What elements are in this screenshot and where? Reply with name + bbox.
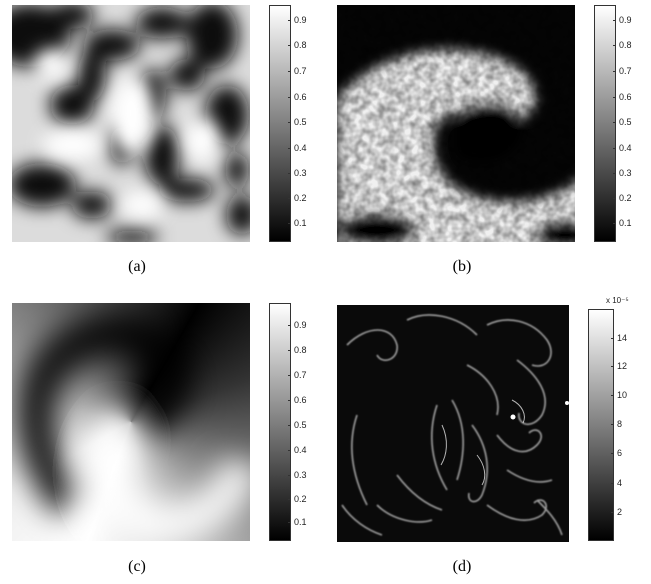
tick-label: 2: [617, 507, 623, 517]
tick-label: 0.2: [294, 494, 307, 504]
tick-label: 4: [617, 478, 623, 488]
tick-label: 0.4: [294, 143, 307, 153]
caption-d: (d): [452, 558, 472, 575]
tick-label: 0.2: [294, 193, 307, 203]
tick-label: 12: [617, 361, 628, 371]
tick-label: 8: [617, 419, 623, 429]
tick-label: 0.7: [619, 66, 632, 76]
spiral-overlay-c: [16, 313, 250, 541]
caption-a: (a): [128, 258, 146, 275]
tick-label: 0.5: [294, 117, 307, 127]
image-b: [337, 5, 575, 242]
caption-c: (c): [128, 558, 146, 575]
tick-label: 0.5: [294, 420, 307, 430]
image-a: [12, 5, 250, 242]
tick-label: 0.3: [294, 470, 307, 480]
tick-label: 0.7: [294, 370, 307, 380]
tick-label: 0.5: [619, 117, 632, 127]
tick-label: 0.8: [619, 40, 632, 50]
tick-label: 10: [617, 390, 628, 400]
tick-label: 0.6: [619, 92, 632, 102]
caption-b: (b): [452, 258, 472, 275]
tick-label: 0.6: [294, 395, 307, 405]
tick-label: 0.3: [294, 168, 307, 178]
tick-label: 0.1: [619, 218, 632, 228]
tick-label: 14: [617, 333, 628, 343]
colorbar-d: [588, 309, 614, 541]
colorbar-d-exponent: x 10⁻⁵: [606, 296, 629, 305]
tick-label: 0.9: [294, 15, 307, 25]
image-d: [337, 305, 569, 542]
tick-label: 0.8: [294, 345, 307, 355]
colorbar-c: [269, 303, 291, 541]
tick-label: 0.6: [294, 92, 307, 102]
tick-label: 0.9: [294, 320, 307, 330]
tick-label: 0.2: [619, 193, 632, 203]
tick-label: 0.7: [294, 66, 307, 76]
tick-label: 0.3: [619, 168, 632, 178]
tick-label: 0.8: [294, 40, 307, 50]
tick-label: 6: [617, 448, 623, 458]
tick-label: 0.4: [619, 143, 632, 153]
colorbar-a: [269, 5, 291, 242]
colorbar-b: [594, 5, 616, 242]
tick-label: 0.1: [294, 517, 307, 527]
tick-label: 0.4: [294, 445, 307, 455]
tick-label: 0.9: [619, 15, 632, 25]
tick-label: 0.1: [294, 218, 307, 228]
